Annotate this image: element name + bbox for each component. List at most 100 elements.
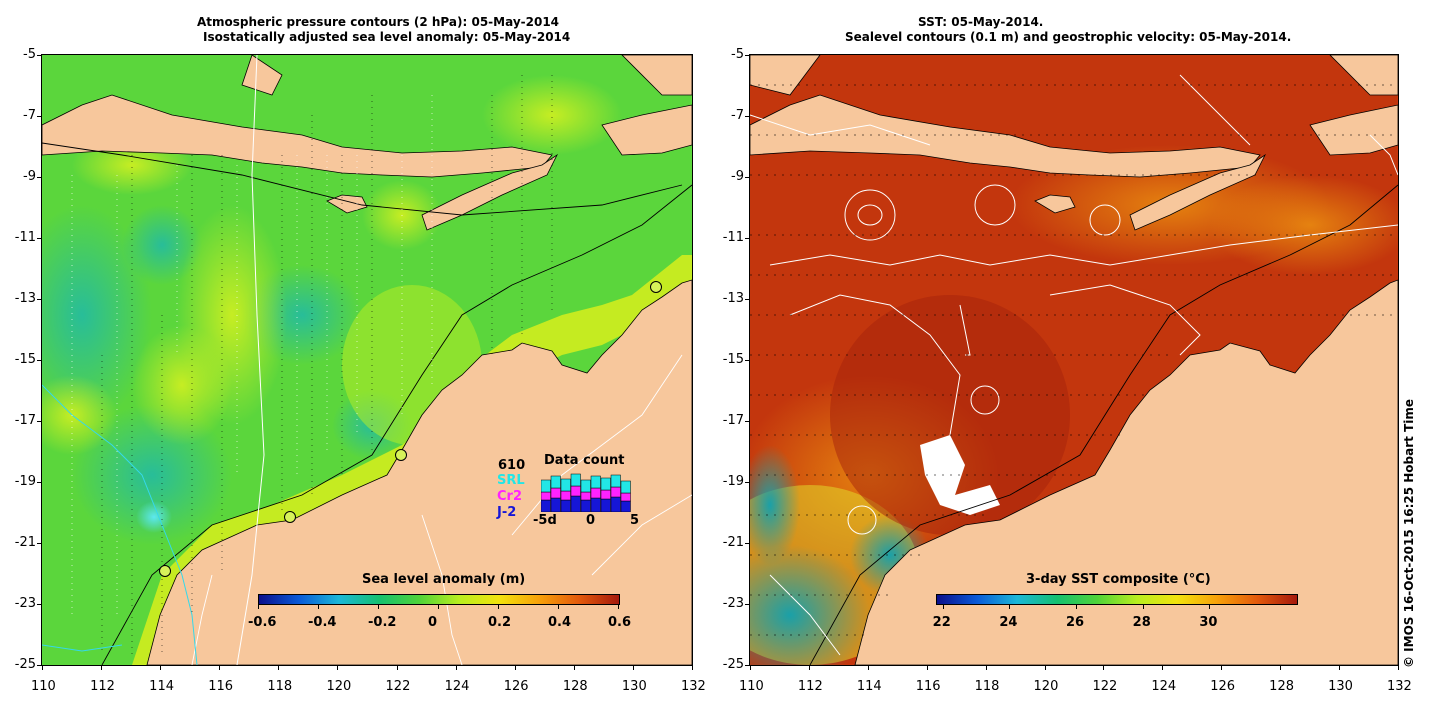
right-lat-tick-label: -9 (731, 169, 744, 184)
right-lon-tick-label: 128 (1269, 679, 1294, 694)
histogram-bar (610, 474, 621, 488)
left-lon-tick-mark (219, 665, 221, 670)
right-title-line2: Sealevel contours (0.1 m) and geostrophi… (845, 30, 1292, 44)
left-lon-tick-label: 120 (326, 679, 352, 694)
right-lat-tick-mark (745, 421, 750, 422)
right-lat-tick-label: -11 (722, 230, 744, 245)
left-lat-tick-label: -11 (14, 230, 36, 245)
left-lat-tick-label: -25 (14, 657, 36, 672)
right-lat-tick-label: -13 (722, 291, 744, 306)
left-lat-tick-mark (37, 421, 42, 422)
left-lat-tick-mark (37, 665, 42, 666)
left-lat-tick-mark (37, 238, 42, 239)
left-lat-tick-mark (37, 604, 42, 605)
sea-level-colorbar-tick: -0.4 (308, 615, 337, 630)
data-count-axis-tick: 5 (630, 513, 640, 528)
tide-gauge-station[interactable] (284, 511, 296, 523)
histogram-bar (570, 473, 581, 487)
right-lat-tick-mark (745, 543, 750, 544)
data-count-mission-label: J-2 (497, 505, 517, 520)
sea-level-colorbar-tick-mark (618, 605, 619, 609)
sea-level-colorbar-tick: -0.2 (368, 615, 397, 630)
sea-level-colorbar-tick-mark (558, 605, 559, 609)
left-lon-tick-label: 126 (503, 679, 529, 694)
right-lat-tick-mark (745, 299, 750, 300)
sea-level-colorbar-tick-mark (438, 605, 439, 609)
right-lat-tick-label: -23 (722, 596, 744, 611)
sea-level-anomaly-field (42, 55, 692, 665)
sea-level-anomaly-map[interactable] (42, 55, 692, 665)
left-lat-tick-label: -13 (14, 291, 36, 306)
right-lon-tick-label: 124 (1151, 679, 1177, 694)
histogram-bar (620, 480, 631, 494)
data-count-axis-tick: 0 (586, 513, 596, 528)
sst-colorbar-tick-mark (1009, 605, 1011, 609)
right-lon-tick-mark (1044, 665, 1046, 670)
right-lon-tick-mark (1398, 665, 1399, 670)
histogram-bar (570, 495, 581, 512)
sst-colorbar-tick-mark (1076, 605, 1077, 609)
right-lat-tick-label: -21 (722, 535, 744, 550)
left-lon-tick-label: 130 (621, 679, 647, 694)
sst-colorbar-tick-mark (1209, 605, 1211, 609)
right-colorbar-title: 3-day SST composite (°C) (1026, 572, 1211, 587)
left-title-line1: Atmospheric pressure contours (2 hPa): 0… (197, 15, 560, 29)
left-lon-tick-mark (692, 665, 693, 670)
right-lon-tick-mark (1221, 665, 1223, 670)
histogram-bar (590, 487, 601, 499)
sst-map[interactable] (750, 55, 1398, 665)
sst-colorbar-tick-mark (1142, 605, 1144, 609)
data-count-histogram (541, 473, 631, 512)
right-lon-tick-mark (1339, 665, 1341, 670)
sst-colorbar-tick: 28 (1132, 615, 1151, 630)
left-lat-tick-label: -15 (14, 352, 36, 367)
left-lat-tick-mark (37, 55, 42, 56)
left-lat-tick-mark (37, 116, 42, 117)
histogram-bar (610, 496, 621, 512)
left-lon-tick-label: 112 (90, 679, 115, 694)
histogram-bar (600, 489, 611, 500)
left-lat-tick-label: -21 (14, 535, 36, 550)
histogram-bar (541, 479, 551, 493)
tide-gauge-station[interactable] (650, 281, 662, 293)
histogram-bar (580, 499, 591, 512)
histogram-bar (590, 475, 601, 489)
sst-colorbar-tick-mark (942, 605, 944, 609)
left-lon-tick-label: 132 (681, 679, 706, 694)
right-lon-tick-label: 114 (856, 679, 882, 694)
histogram-bar (580, 479, 591, 493)
left-lon-tick-label: 118 (267, 679, 293, 694)
left-lon-tick-mark (455, 665, 457, 670)
left-lat-tick-mark (37, 360, 42, 361)
right-lon-tick-mark (926, 665, 928, 670)
histogram-bar (580, 491, 591, 501)
left-lon-tick-mark (396, 665, 398, 670)
left-lon-tick-label: 110 (31, 679, 56, 694)
histogram-bar (600, 477, 611, 491)
sea-level-colorbar (258, 594, 620, 605)
sst-colorbar (936, 594, 1298, 605)
data-count-axis-tick: -5d (533, 513, 557, 528)
tide-gauge-station[interactable] (159, 565, 171, 577)
sst-colorbar-tick: 30 (1199, 615, 1218, 630)
sea-level-colorbar-tick: 0.6 (608, 615, 632, 630)
histogram-bar (560, 499, 571, 512)
left-lon-tick-mark (160, 665, 162, 670)
left-lon-tick-label: 128 (562, 679, 588, 694)
sea-level-colorbar-tick: 0.2 (488, 615, 512, 630)
left-lat-tick-label: -5 (23, 47, 36, 62)
tide-gauge-station[interactable] (395, 449, 407, 461)
data-count-mission-label: Cr2 (497, 489, 522, 504)
histogram-bar (550, 475, 561, 489)
right-lon-tick-mark (867, 665, 869, 670)
left-lon-tick-mark (573, 665, 575, 670)
right-lon-tick-label: 112 (797, 679, 823, 694)
right-lon-tick-label: 122 (1092, 679, 1118, 694)
histogram-bar (541, 499, 551, 512)
right-lat-tick-label: -15 (722, 352, 744, 367)
left-lat-tick-label: -23 (14, 596, 36, 611)
right-lon-tick-label: 116 (915, 679, 941, 694)
sst-colorbar-tick: 24 (999, 615, 1018, 630)
left-lon-tick-label: 124 (444, 679, 470, 694)
right-lon-tick-label: 118 (974, 679, 1000, 694)
